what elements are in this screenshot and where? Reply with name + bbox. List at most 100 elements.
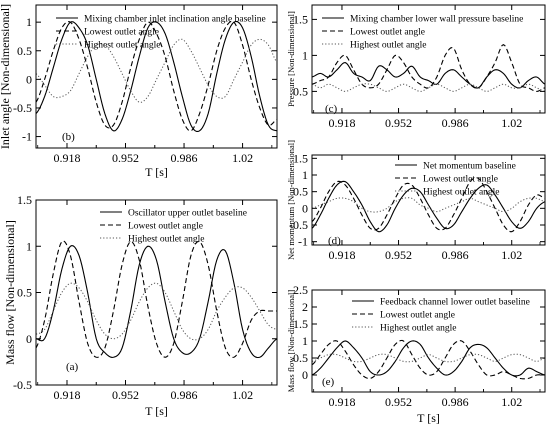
- y-axis-label: Mass flow [Non-dimensional]: [286, 290, 296, 393]
- y-tick-label: 1.5: [293, 317, 308, 331]
- x-tick-label: 0.952: [385, 395, 412, 409]
- legend-entry: Feedback channel lower outlet baseline: [380, 298, 530, 308]
- legend-entry: Mixing chamber lower wall pressure basel…: [350, 15, 523, 25]
- legend-entry: Lowest outlet angle: [350, 28, 425, 38]
- legend: Feedback channel lower outlet baseline Lo…: [352, 298, 530, 334]
- x-tick-label: 0.986: [442, 395, 469, 409]
- y-axis-label: Pressure [Non-dimensional]: [286, 11, 296, 107]
- y-tick-label: 1: [302, 168, 308, 182]
- x-tick-label: 0.918: [328, 248, 355, 262]
- y-axis-label: Mass flow [Non-dimensional]: [3, 220, 17, 365]
- x-axis-label: T [s]: [145, 165, 168, 179]
- y-tick-label: -1: [298, 235, 308, 249]
- x-tick-label: 0.918: [328, 395, 355, 409]
- x-tick-label: 1.02: [501, 395, 522, 409]
- legend-entry: Mixing chamber inlet inclination angle b…: [84, 15, 266, 25]
- panel-label: (d): [328, 235, 341, 247]
- series-line-0: [312, 62, 545, 89]
- y-axis-label: Net momentum [Non-dimensional]: [286, 140, 296, 260]
- y-tick-label: 1.5: [17, 193, 32, 207]
- series-line-1: [36, 20, 277, 132]
- legend-entry: Net momentum baseline: [423, 162, 516, 172]
- series-group: [36, 20, 277, 133]
- chart-panel-0: 0.918 0.952 0.986 1.02 -1 -0.5 0 0.5 1 T [s] Inlet…: [0, 4, 278, 179]
- series-group: [312, 177, 545, 233]
- y-tick-label: 0: [26, 332, 32, 346]
- series-line-2: [312, 197, 545, 213]
- legend-entry: Highest outlet angle: [380, 324, 457, 334]
- x-tick-label: 0.986: [442, 248, 469, 262]
- legend: Net momentum baseline Lowest outlet angle…: [395, 162, 516, 198]
- y-axis-label: Inlet angle [Non-dimensional]: [0, 4, 12, 149]
- panel-label: (b): [62, 131, 75, 143]
- series-line-0: [312, 340, 545, 377]
- series-line-1: [36, 240, 277, 358]
- series-line-2: [312, 83, 545, 92]
- y-tick-label: -1: [22, 130, 32, 144]
- legend: Mixing chamber inlet inclination angle b…: [56, 15, 266, 51]
- legend-entry: Highest outlet angle: [84, 41, 161, 51]
- x-tick-label: 0.952: [385, 248, 412, 262]
- series-line-1: [312, 177, 545, 233]
- y-tick-label: 1: [302, 48, 308, 62]
- plot-frame: [311, 154, 546, 246]
- y-tick-label: -0.5: [289, 218, 308, 232]
- y-tick-label: -0.5: [13, 378, 32, 392]
- legend: Mixing chamber lower wall pressure basel…: [322, 15, 523, 51]
- y-tick-label: 1.5: [293, 151, 308, 165]
- y-tick-label: 0: [302, 368, 308, 382]
- y-tick-label: 0.5: [293, 351, 308, 365]
- legend-entry: Highest outlet angle: [128, 235, 205, 245]
- legend-entry: Highest outlet angle: [350, 41, 427, 51]
- x-tick-label: 1.02: [232, 151, 253, 165]
- series-line-2: [36, 282, 277, 341]
- x-tick-label: 0.986: [442, 116, 469, 130]
- x-tick-label: 0.918: [53, 388, 80, 402]
- legend-entry: Lowest outlet angle: [84, 28, 159, 38]
- y-tick-label: 1: [26, 239, 32, 253]
- y-tick-label: 2: [302, 300, 308, 314]
- series-line-0: [312, 180, 545, 233]
- x-axis-label: T [s]: [145, 404, 168, 418]
- chart-panel-4: 0.918 0.952 0.986 1.02 0 0.5 1 1.5 2 2.5 T [s] Mass…: [286, 283, 546, 425]
- series-group: [312, 43, 545, 92]
- panel-label: (c): [325, 103, 338, 115]
- y-tick-label: 1: [26, 15, 32, 29]
- y-tick-label: 0: [26, 72, 32, 86]
- y-tick-label: 1: [302, 334, 308, 348]
- legend-entry: Lowest outlet angle: [423, 175, 498, 185]
- x-tick-label: 0.986: [171, 388, 198, 402]
- y-tick-label: 0.5: [17, 44, 32, 58]
- y-tick-label: -0.5: [13, 101, 32, 115]
- x-tick-label: 1.02: [501, 248, 522, 262]
- x-tick-label: 0.918: [53, 151, 80, 165]
- legend-entry: Highest outlet angle: [423, 188, 500, 198]
- series-line-0: [36, 20, 277, 133]
- plot-frame: [311, 4, 546, 114]
- y-tick-label: 0: [302, 201, 308, 215]
- plot-frame: [35, 4, 278, 149]
- series-line-1: [312, 339, 545, 380]
- legend-entry: Lowest outlet angle: [128, 222, 203, 232]
- legend-entry: Oscillator upper outlet baseline: [128, 209, 247, 219]
- legend: Oscillator upper outlet baseline Lowest o…: [100, 209, 247, 245]
- x-axis-label: T [s]: [417, 411, 440, 425]
- legend-entry: Lowest outlet angle: [380, 311, 455, 321]
- series-line-0: [36, 245, 277, 359]
- y-tick-label: 2.5: [293, 283, 308, 297]
- x-tick-label: 1.02: [232, 388, 253, 402]
- x-tick-label: 0.952: [112, 388, 139, 402]
- series-group: [312, 339, 545, 380]
- x-tick-label: 0.986: [171, 151, 198, 165]
- x-tick-label: 0.918: [328, 116, 355, 130]
- panel-label: (a): [66, 361, 79, 373]
- x-tick-label: 1.02: [501, 116, 522, 130]
- series-line-1: [312, 43, 545, 92]
- series-group: [36, 240, 277, 359]
- panel-label: (e): [322, 376, 335, 388]
- y-tick-label: 0.5: [293, 185, 308, 199]
- y-tick-label: 0.5: [293, 84, 308, 98]
